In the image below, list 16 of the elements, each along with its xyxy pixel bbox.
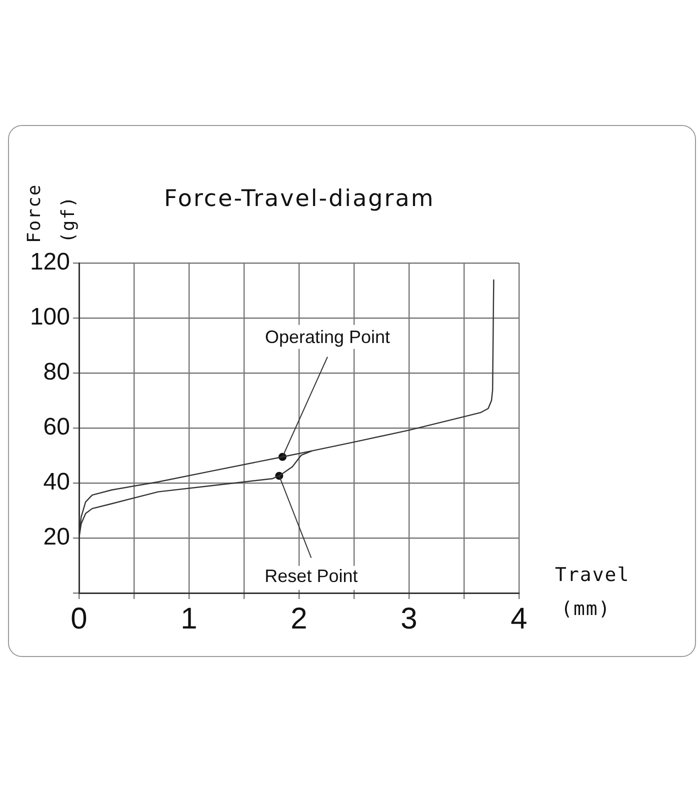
y-tick-label: 100 — [30, 304, 70, 331]
x-axis-title: Travel (mm) — [555, 563, 630, 622]
chart-title: Force-Travel-diagram — [164, 186, 435, 212]
y-tick-label: 60 — [43, 414, 70, 441]
y-tick-label: 20 — [43, 524, 70, 551]
x-tick-label: 4 — [510, 602, 528, 636]
x-tick-label: 1 — [180, 602, 198, 636]
y-tick-label: 80 — [43, 358, 70, 386]
annotation: Operating Point — [264, 326, 390, 347]
x-tick-label: 0 — [70, 602, 88, 636]
x-tick-label: 3 — [400, 602, 418, 636]
annotation: Reset Point — [264, 566, 358, 586]
x-tick-label: 2 — [290, 602, 308, 636]
y-tick-label: 120 — [30, 248, 70, 276]
y-tick-label: 40 — [43, 468, 70, 496]
y-axis-title: Force (gf) — [23, 182, 80, 243]
